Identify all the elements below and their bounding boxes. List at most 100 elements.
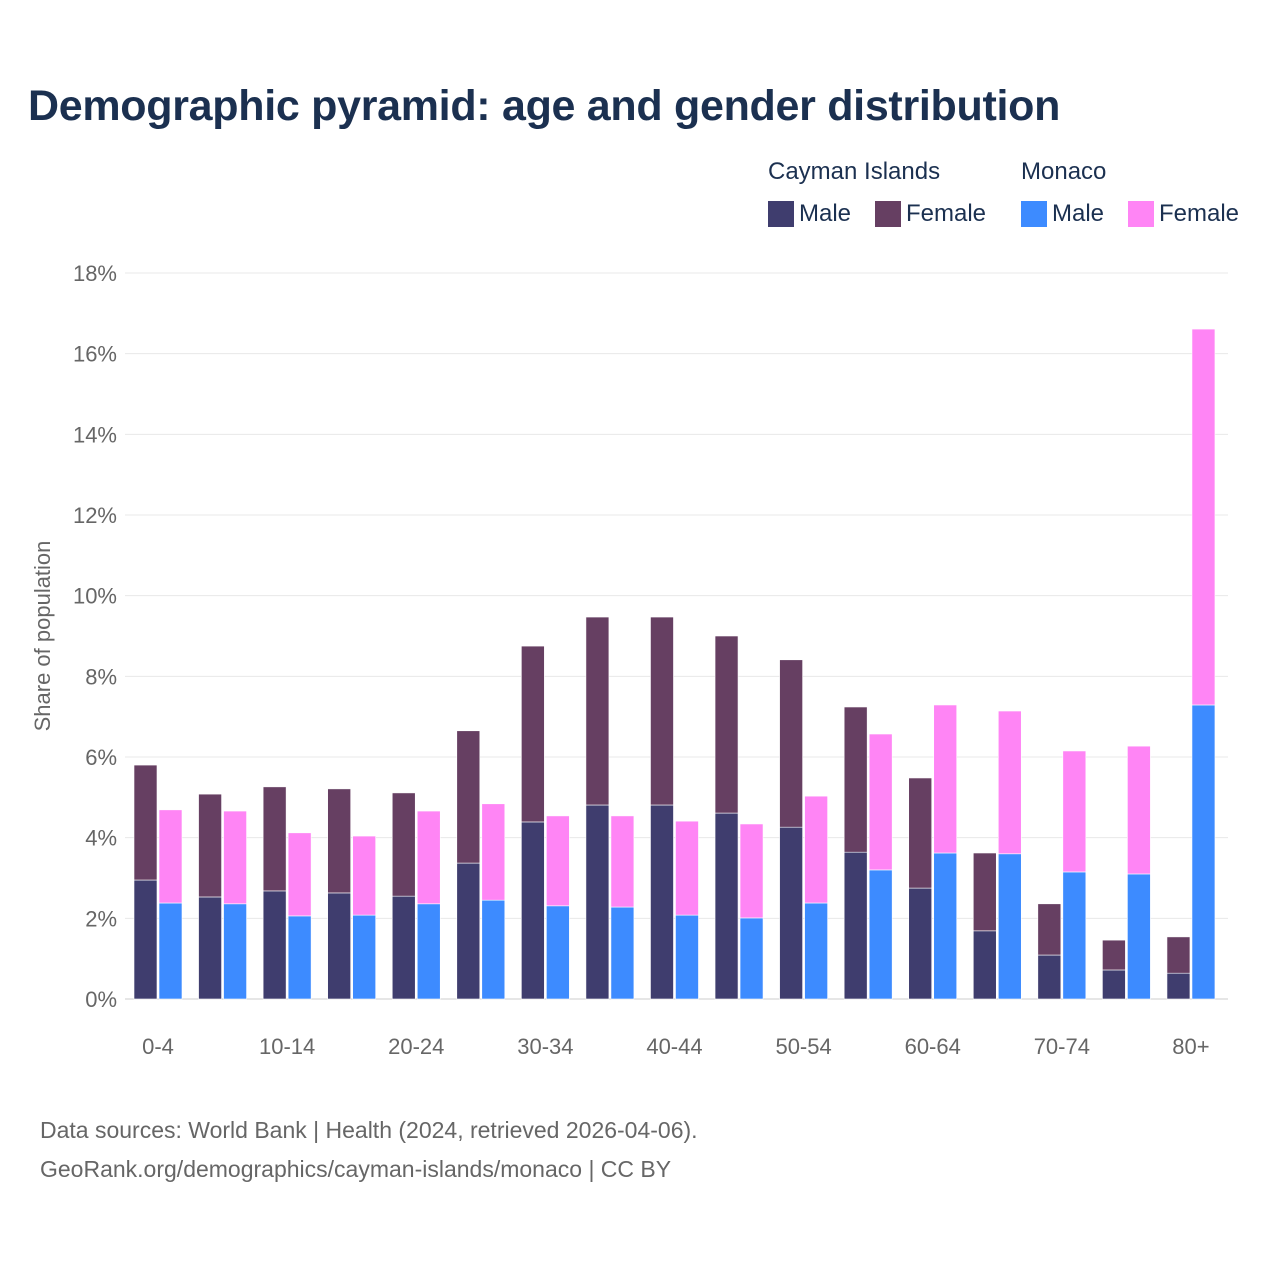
bar-monaco-female-70-74 [1062,750,1087,873]
x-tick-label: 10-14 [259,1034,315,1059]
bar-cayman-islands-male-25-29 [456,862,481,1000]
y-tick-label: 4% [85,826,117,851]
y-tick-label: 16% [73,342,117,367]
bar-cayman-islands-male-70-74 [1037,954,1062,1000]
legend-swatch [1128,201,1154,227]
bar-monaco-female-30-34 [546,815,570,907]
bar-monaco-male-25-29 [481,899,506,1000]
bar-monaco-female-0-4 [158,809,183,904]
bar-cayman-islands-male-50-54 [779,826,803,1000]
x-tick-label: 80+ [1172,1034,1209,1059]
legend-label: Female [1159,200,1240,227]
y-tick-label: 10% [73,584,117,609]
y-tick-label: 2% [85,906,117,931]
bar-monaco-male-5-9 [223,903,247,1000]
y-tick-label: 18% [73,261,117,286]
bar-cayman-islands-female-70-74 [1037,903,1062,956]
legend-monaco-female[interactable]: Female [1128,200,1239,228]
bar-cayman-islands-female-40-44 [650,616,674,806]
bar-cayman-islands-male-60-64 [908,887,933,1000]
bar-monaco-female-35-39 [610,815,635,908]
bar-cayman-islands-female-75-79 [1102,939,1126,971]
legend-cayman-female[interactable]: Female [875,200,986,228]
footer-source: Data sources: World Bank | Health (2024,… [40,1117,698,1143]
bar-cayman-islands-male-30-34 [521,821,545,1000]
chart-title: Demographic pyramid: age and gender dist… [28,82,1061,130]
bar-monaco-male-40-44 [675,914,699,1000]
bar-cayman-islands-female-65-69 [972,852,997,932]
bar-cayman-islands-female-5-9 [198,793,222,898]
bar-monaco-male-65-69 [997,853,1022,1000]
bar-monaco-female-40-44 [675,820,699,916]
bar-cayman-islands-male-45-49 [714,812,739,1000]
x-tick-label: 0-4 [142,1034,174,1059]
bar-cayman-islands-female-0-4 [133,764,158,881]
y-tick-label: 12% [73,503,117,528]
footer-link[interactable]: GeoRank.org/demographics/cayman-islands/… [40,1156,672,1182]
legend-group-cayman: Cayman Islands [768,158,941,185]
bar-cayman-islands-female-80+ [1166,936,1191,974]
bar-cayman-islands-female-45-49 [714,635,739,814]
bar-monaco-female-60-64 [933,704,958,854]
bar-cayman-islands-male-80+ [1166,972,1191,1000]
bar-cayman-islands-female-50-54 [779,659,803,828]
legend-label: Female [906,200,987,227]
bar-monaco-male-0-4 [158,902,183,1000]
bar-cayman-islands-male-75-79 [1102,969,1126,1000]
bar-monaco-female-55-59 [868,733,893,871]
y-tick-label: 6% [85,745,117,770]
bar-cayman-islands-male-35-39 [585,804,610,1000]
x-tick-label: 40-44 [646,1034,702,1059]
bar-cayman-islands-male-65-69 [972,930,997,1000]
bar-monaco-female-5-9 [223,810,247,905]
bar-cayman-islands-female-55-59 [843,706,868,853]
legend-monaco-male[interactable]: Male [1021,200,1104,228]
y-tick-label: 8% [85,664,117,689]
bar-cayman-islands-male-20-24 [391,895,416,1000]
x-tick-label: 70-74 [1034,1034,1090,1059]
bar-monaco-female-25-29 [481,803,506,901]
bar-cayman-islands-female-25-29 [456,730,481,864]
bar-monaco-male-30-34 [546,905,570,1000]
bar-monaco-male-50-54 [804,902,828,1000]
bar-cayman-islands-female-30-34 [521,645,545,823]
y-tick-label: 0% [85,987,117,1012]
bar-monaco-male-80+ [1191,704,1216,1000]
bar-monaco-male-70-74 [1062,871,1087,1000]
bar-monaco-male-75-79 [1127,873,1151,1000]
bar-monaco-male-60-64 [933,852,958,1000]
bar-cayman-islands-male-40-44 [650,804,674,1000]
y-tick-label: 14% [73,422,117,447]
x-tick-label: 20-24 [388,1034,444,1059]
bar-cayman-islands-male-15-19 [327,892,351,1000]
legend-label: Male [799,200,852,227]
bar-monaco-male-35-39 [610,906,635,1000]
x-tick-label: 30-34 [517,1034,573,1059]
legend-cayman-male[interactable]: Male [768,200,851,228]
bar-cayman-islands-female-35-39 [585,616,610,806]
bar-monaco-male-10-14 [287,915,312,1000]
bar-cayman-islands-female-60-64 [908,777,933,889]
bar-cayman-islands-male-5-9 [198,896,222,1000]
bar-monaco-male-15-19 [352,914,376,1000]
bar-monaco-female-45-49 [739,823,764,919]
legend-swatch [875,201,901,227]
bar-cayman-islands-male-55-59 [843,851,868,1000]
bar-monaco-male-55-59 [868,869,893,1000]
bar-monaco-male-20-24 [416,903,441,1000]
bar-cayman-islands-male-0-4 [133,879,158,1000]
bar-cayman-islands-male-10-14 [262,890,287,1000]
bar-monaco-female-50-54 [804,795,828,904]
legend-group-monaco: Monaco [1021,158,1107,185]
y-axis-label: Share of population [30,541,55,732]
bar-monaco-female-65-69 [997,710,1022,855]
bar-monaco-female-80+ [1191,328,1216,706]
bar-monaco-male-45-49 [739,917,764,1000]
bar-cayman-islands-female-10-14 [262,786,287,892]
bar-monaco-female-75-79 [1127,745,1151,875]
bar-monaco-female-20-24 [416,810,441,905]
legend-label: Male [1052,200,1105,227]
bar-monaco-female-10-14 [287,832,312,917]
x-tick-label: 60-64 [905,1034,961,1059]
